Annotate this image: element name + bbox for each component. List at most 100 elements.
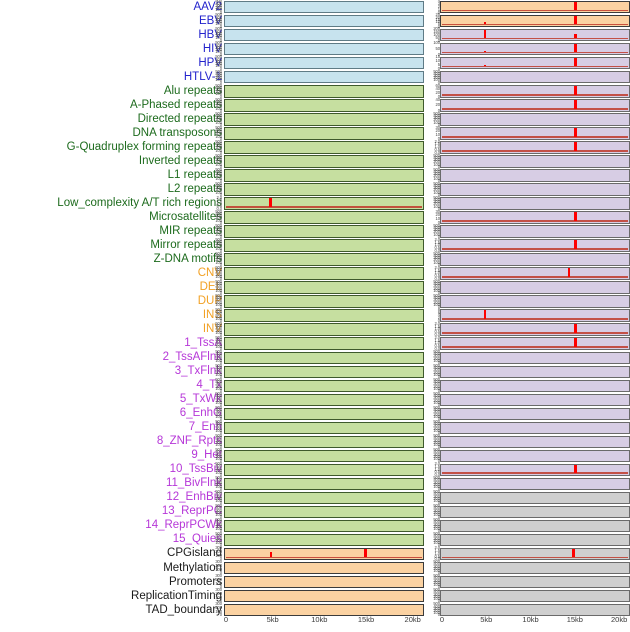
track-row[interactable] bbox=[224, 225, 424, 238]
y-tick-label: 500 bbox=[215, 250, 222, 256]
track-row[interactable] bbox=[440, 169, 630, 182]
track-row[interactable] bbox=[224, 505, 424, 519]
track-row[interactable] bbox=[440, 99, 630, 112]
track-row[interactable] bbox=[224, 113, 424, 126]
track-row[interactable] bbox=[440, 57, 630, 70]
track-row[interactable] bbox=[224, 295, 424, 308]
track-row[interactable] bbox=[440, 323, 630, 336]
y-tick-label: 100 bbox=[433, 385, 440, 391]
track-row[interactable] bbox=[224, 449, 424, 463]
track-row[interactable] bbox=[440, 1, 630, 14]
track-row[interactable] bbox=[224, 547, 424, 561]
track-row[interactable] bbox=[224, 99, 424, 112]
track-row[interactable] bbox=[440, 71, 630, 84]
track-row[interactable] bbox=[440, 197, 630, 210]
track-row[interactable] bbox=[440, 421, 630, 434]
track-row[interactable] bbox=[224, 561, 424, 575]
track-row[interactable] bbox=[440, 393, 630, 406]
track-row[interactable] bbox=[440, 379, 630, 392]
track-row[interactable] bbox=[224, 533, 424, 547]
track-row[interactable] bbox=[440, 533, 630, 547]
track-row[interactable] bbox=[224, 183, 424, 196]
track-row[interactable] bbox=[224, 197, 424, 210]
track-row[interactable] bbox=[440, 85, 630, 98]
track-row[interactable] bbox=[224, 421, 424, 434]
track-row[interactable] bbox=[440, 211, 630, 224]
track-row[interactable] bbox=[440, 589, 630, 603]
track-row[interactable] bbox=[440, 141, 630, 154]
track-row[interactable] bbox=[440, 281, 630, 294]
track-row[interactable] bbox=[224, 127, 424, 140]
track-row[interactable] bbox=[224, 211, 424, 224]
track-row[interactable] bbox=[224, 407, 424, 420]
track-row[interactable] bbox=[440, 491, 630, 505]
track-row[interactable] bbox=[440, 575, 630, 589]
track-row[interactable] bbox=[224, 393, 424, 406]
track-row[interactable] bbox=[224, 281, 424, 294]
track-row[interactable] bbox=[440, 463, 630, 477]
y-tick-label: 0 bbox=[219, 219, 222, 225]
track-row[interactable] bbox=[224, 15, 424, 28]
track-row[interactable] bbox=[224, 351, 424, 364]
track-row[interactable] bbox=[224, 603, 424, 617]
track-row[interactable] bbox=[224, 155, 424, 168]
track-row[interactable] bbox=[440, 239, 630, 252]
track-row[interactable] bbox=[224, 29, 424, 42]
track-row[interactable] bbox=[440, 505, 630, 519]
track-row[interactable] bbox=[224, 575, 424, 589]
track-row[interactable] bbox=[224, 169, 424, 182]
track-row[interactable] bbox=[224, 463, 424, 477]
y-tick-label: 100 bbox=[433, 231, 440, 237]
track-row[interactable] bbox=[224, 43, 424, 56]
track-row[interactable] bbox=[440, 43, 630, 56]
track-row[interactable] bbox=[440, 477, 630, 491]
track-row[interactable] bbox=[440, 253, 630, 266]
track-row[interactable] bbox=[440, 183, 630, 196]
track-row[interactable] bbox=[224, 85, 424, 98]
track-row[interactable] bbox=[440, 127, 630, 140]
track-row[interactable] bbox=[440, 337, 630, 350]
track-row[interactable] bbox=[440, 519, 630, 533]
track-row[interactable] bbox=[224, 57, 424, 70]
track-row[interactable] bbox=[224, 323, 424, 336]
track-row[interactable] bbox=[440, 435, 630, 448]
track-row[interactable] bbox=[224, 1, 424, 14]
track-row[interactable] bbox=[224, 379, 424, 392]
track-row[interactable] bbox=[440, 225, 630, 238]
y-tick-label: 100 bbox=[215, 287, 222, 293]
track-row[interactable] bbox=[440, 15, 630, 28]
track-row[interactable] bbox=[440, 365, 630, 378]
track-row[interactable] bbox=[224, 435, 424, 448]
track-row[interactable] bbox=[224, 141, 424, 154]
track-row[interactable] bbox=[440, 547, 630, 561]
y-tick-label: 100 bbox=[433, 357, 440, 363]
track-row[interactable] bbox=[224, 309, 424, 322]
y-tick-label: 400 bbox=[215, 323, 222, 329]
track-row[interactable] bbox=[224, 477, 424, 491]
track-row[interactable] bbox=[224, 365, 424, 378]
y-tick-label: 400 bbox=[433, 182, 440, 188]
track-row[interactable] bbox=[440, 155, 630, 168]
track-row[interactable] bbox=[440, 407, 630, 420]
y-tick-label: 400 bbox=[433, 407, 440, 413]
track-row[interactable] bbox=[224, 253, 424, 266]
track-row[interactable] bbox=[440, 351, 630, 364]
track-row[interactable] bbox=[224, 589, 424, 603]
track-row[interactable] bbox=[440, 29, 630, 42]
track-label-cpgisland: CPGisland bbox=[167, 547, 222, 560]
track-row[interactable] bbox=[440, 309, 630, 322]
track-row[interactable] bbox=[440, 561, 630, 575]
track-row[interactable] bbox=[224, 491, 424, 505]
track-row[interactable] bbox=[224, 71, 424, 84]
track-row[interactable] bbox=[224, 519, 424, 533]
track-row[interactable] bbox=[440, 449, 630, 463]
y-tick-label: 100 bbox=[433, 175, 440, 181]
track-row[interactable] bbox=[224, 337, 424, 350]
track-row[interactable] bbox=[440, 295, 630, 308]
track-row[interactable] bbox=[224, 239, 424, 252]
track-row[interactable] bbox=[440, 113, 630, 126]
track-row[interactable] bbox=[224, 267, 424, 280]
y-tick-label: 400 bbox=[215, 0, 222, 6]
track-row[interactable] bbox=[440, 267, 630, 280]
